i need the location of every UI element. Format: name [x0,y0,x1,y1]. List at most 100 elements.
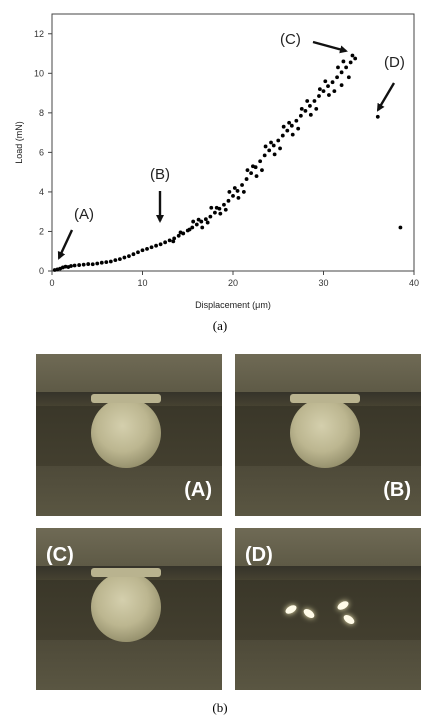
data-point-22 [140,248,145,253]
data-point-19 [127,254,131,259]
data-point-13 [99,260,104,265]
data-point-75 [223,207,228,212]
data-point-21 [136,250,140,255]
data-point-61 [317,94,321,98]
data-point-89 [346,75,351,80]
solder-ball [91,572,161,642]
data-point-48 [258,159,263,164]
data-point-10 [86,262,91,266]
data-point-50 [267,148,272,153]
photo-panel-2: (B) [235,354,421,516]
data-point-86 [323,79,328,84]
photo-bg-bottom [36,466,222,516]
data-point-82 [287,120,292,125]
data-point-87 [332,89,337,93]
data-point-11 [90,262,95,267]
data-point-34 [194,222,199,227]
data-point-44 [240,183,244,187]
data-point-35 [199,219,204,224]
chart-axes [51,13,415,272]
data-point-78 [251,164,255,169]
y-tick-label-4: 8 [39,108,44,118]
y-tick-label-5: 10 [34,68,44,78]
data-point-88 [341,59,346,64]
photo-panel-3: (C) [36,528,222,690]
photo-bg-bottom [36,640,222,690]
data-point-59 [308,104,312,108]
data-point-97 [290,132,295,137]
data-point-104 [227,190,232,194]
data-point-6 [69,264,73,268]
y-axis-label: Load (mN) [14,121,24,164]
x-tick-label-2: 20 [228,278,238,288]
data-point-73 [205,220,210,225]
x-tick-label-4: 40 [409,278,419,288]
data-point-27 [163,240,168,245]
data-point-68 [348,60,353,65]
photo-label: (A) [184,479,212,501]
chart-annotations: (A) (B) (C) (D) [57,31,405,260]
data-point-40 [222,202,226,207]
x-tick-label-0: 0 [49,278,54,288]
bump-pad [290,394,360,403]
data-point-15 [108,259,113,264]
photo-bg-band-top [36,528,222,566]
data-point-105 [218,211,223,216]
photo-bg-bottom [235,640,421,690]
data-point-65 [335,75,339,80]
annotation-arrow-0 [57,229,74,260]
data-point-103 [236,195,241,200]
data-point-54 [285,128,290,133]
data-point-23 [145,246,149,251]
data-point-64 [330,80,335,85]
data-point-98 [281,124,286,129]
data-point-33 [190,225,195,230]
data-point-29 [172,236,177,241]
data-point-57 [298,113,303,118]
data-point-74 [214,205,219,210]
data-point-36 [203,217,208,222]
data-point-53 [280,133,285,138]
annotation-arrow-2 [312,40,348,54]
data-point-110 [375,114,380,119]
data-point-60 [312,99,317,103]
data-point-38 [213,210,217,215]
chart-points [52,53,403,272]
data-point-8 [77,263,82,267]
data-point-91 [339,83,344,88]
data-point-79 [260,168,264,173]
photo-label: (B) [383,479,411,501]
data-point-106 [209,205,214,210]
data-point-69 [353,56,358,61]
data-point-111 [398,225,403,230]
caption-b: (b) [212,700,228,715]
annotation-arrow-3 [376,82,396,112]
bump-pad [91,394,161,403]
data-point-63 [326,84,330,89]
x-tick-label-3: 30 [318,278,328,288]
data-point-96 [299,106,304,111]
caption-a: (a) [212,318,228,333]
data-point-108 [191,219,196,224]
photo-bg-gap [235,566,421,580]
data-point-100 [263,144,268,149]
data-point-7 [72,263,77,268]
annotation-label-2: (C) [280,31,301,48]
data-point-26 [158,242,163,247]
data-point-99 [272,152,277,157]
y-tick-label-3: 6 [39,147,44,157]
solder-ball [290,398,360,468]
data-point-37 [208,214,213,219]
data-point-101 [254,174,259,179]
data-point-90 [350,53,355,58]
data-point-12 [95,261,100,266]
photo-panel-4: (D) [235,528,421,690]
data-point-77 [241,190,246,194]
y-tick-label-6: 12 [34,29,44,39]
data-point-80 [269,140,273,145]
plot-frame [51,13,415,272]
data-point-55 [289,123,294,128]
data-point-81 [278,146,282,151]
data-point-49 [262,153,267,158]
data-point-92 [336,65,340,70]
